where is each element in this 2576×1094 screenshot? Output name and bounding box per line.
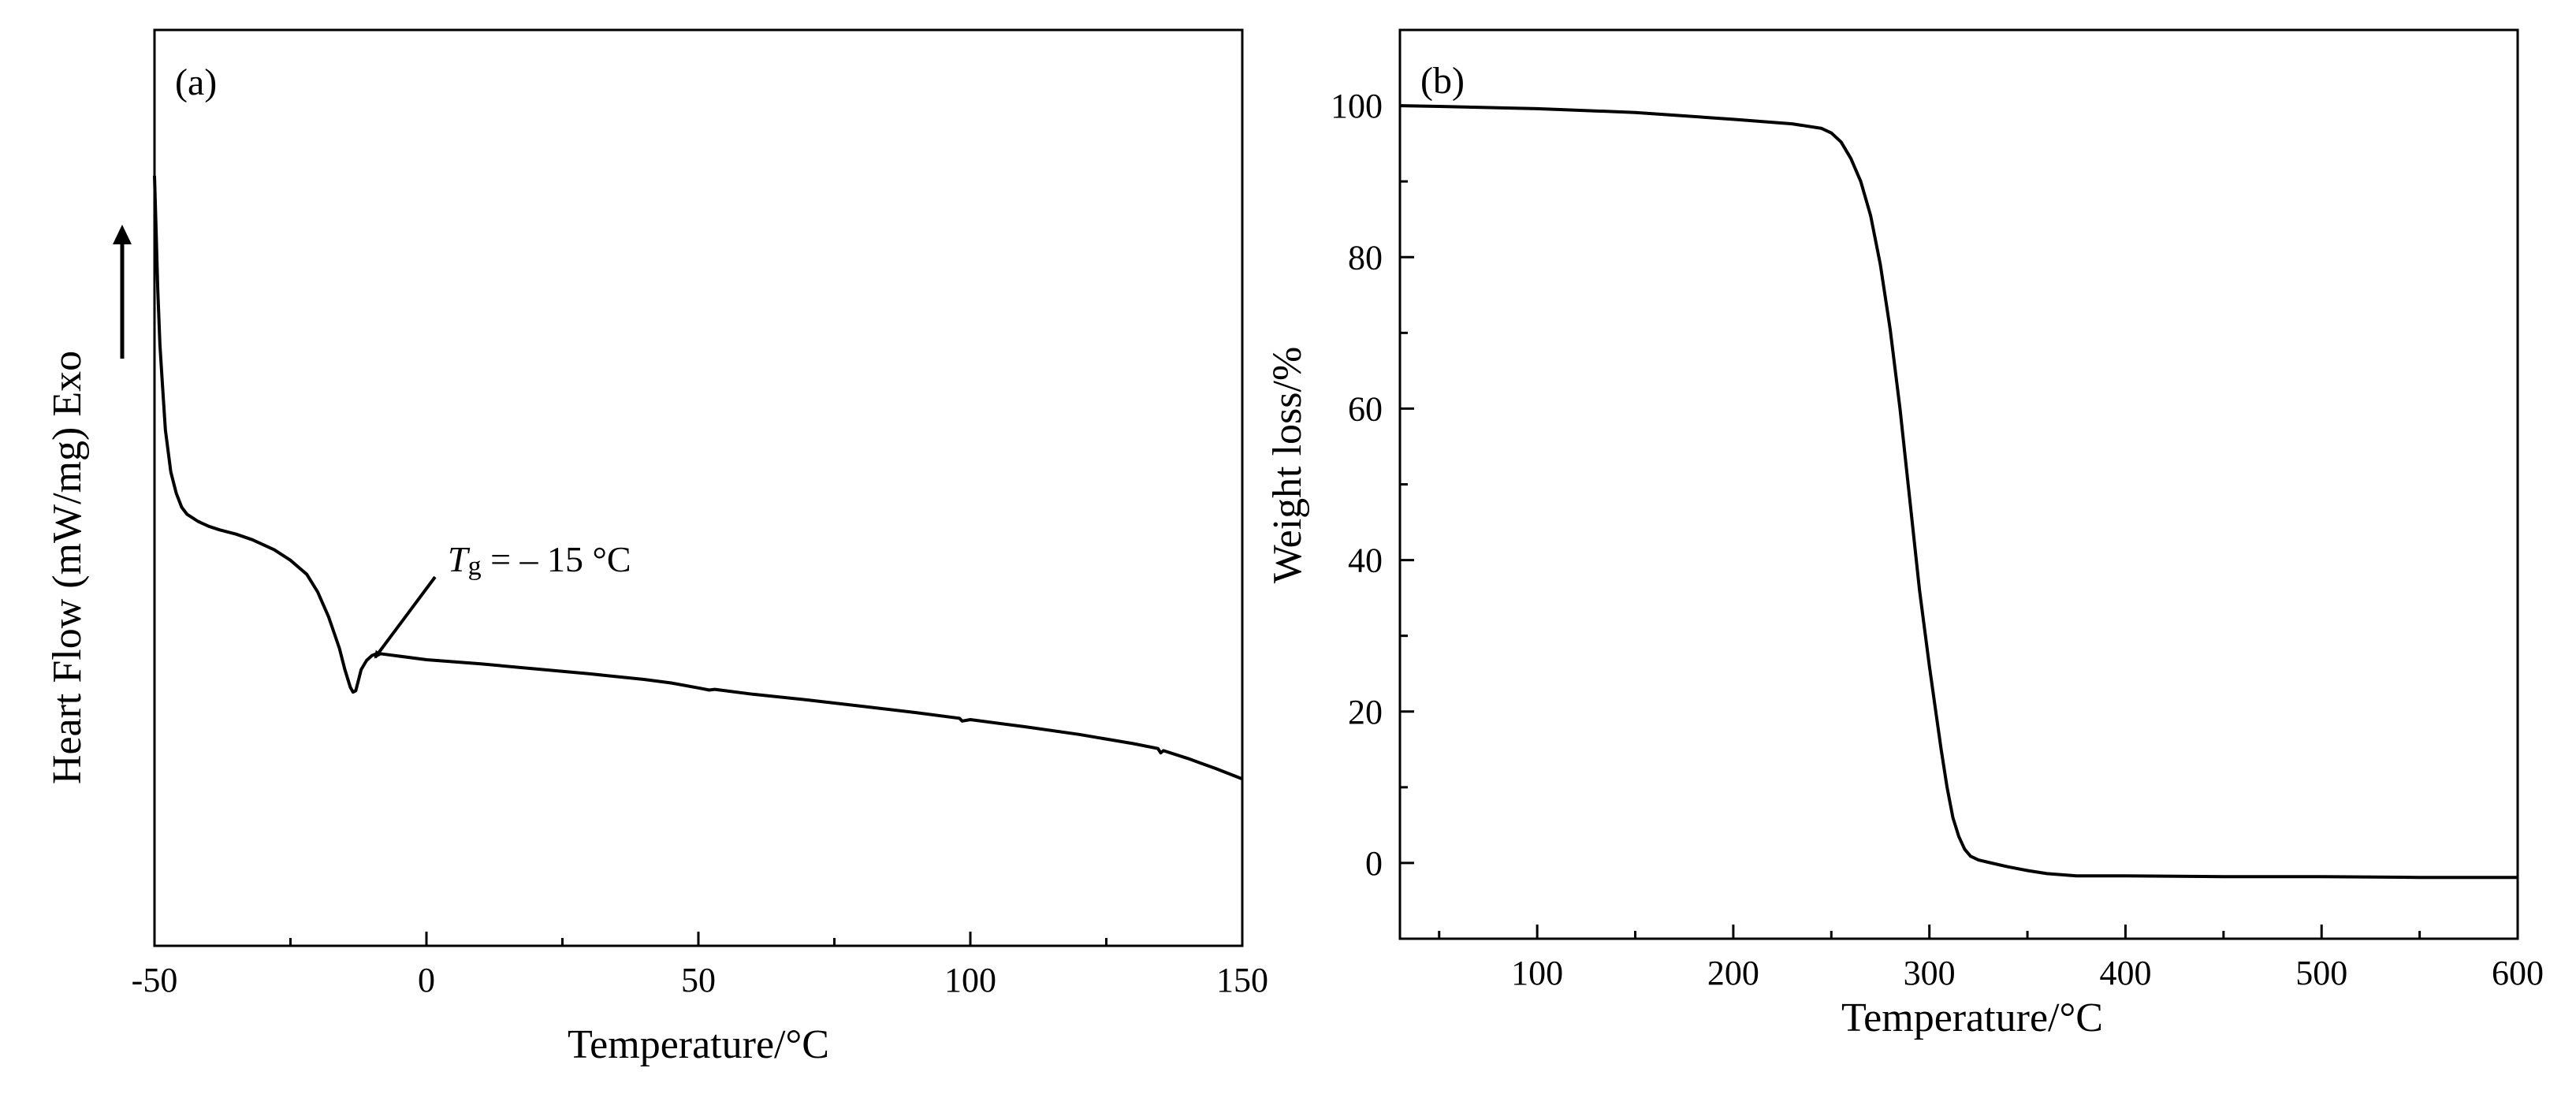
x-tick-label-b: 100: [1511, 954, 1563, 992]
x-tick-labels-a: -50 0 50 100 150: [132, 961, 1268, 999]
x-tick-label-b: 400: [2099, 954, 2151, 992]
x-axis-label-a: Temperature/°C: [568, 1022, 829, 1067]
plot-frame-a: [153, 28, 1244, 947]
chart-panel-a: (a) Heart Flow (mW/mg) Exo Temperature/°…: [45, 28, 1268, 1067]
tg-label: Tg = – 15 °C: [448, 539, 631, 581]
axis-ticks-b: [1400, 28, 2519, 940]
y-tick-label-b: 0: [1365, 844, 1383, 883]
x-ticks-a: [153, 932, 1244, 946]
x-tick-label-a: 150: [1216, 961, 1268, 999]
exo-arrow-icon: [113, 225, 132, 359]
x-tick-label-b: 200: [1707, 954, 1759, 992]
plot-frame-b: [1398, 28, 2519, 940]
x-tick-label-a: 100: [944, 961, 996, 999]
tg-arrow: [374, 575, 437, 659]
x-tick-label-b: 300: [1904, 954, 1956, 992]
y-tick-label-b: 60: [1348, 389, 1383, 428]
y-tick-label-b: 40: [1348, 541, 1383, 580]
tg-annotation: Tg = – 15 °C: [374, 539, 631, 659]
x-tick-label-a: 0: [418, 961, 435, 999]
x-tick-label-a: 50: [681, 961, 716, 999]
tick-labels-b: 100 200 300 400 500 600 0 20 40 60 80 100: [1331, 87, 2544, 992]
y-tick-label-b: 100: [1331, 87, 1383, 125]
y-tick-label-b: 80: [1348, 238, 1383, 277]
dsc-curve: [153, 175, 1243, 781]
tga-curve: [1399, 104, 2518, 880]
x-tick-label-b: 500: [2295, 954, 2347, 992]
y-tick-label-b: 20: [1348, 693, 1383, 731]
x-tick-label-b: 600: [2492, 954, 2544, 992]
y-axis-label-b: Weight loss/%: [1265, 347, 1310, 584]
chart-panel-b: (b) Weight loss/% Temperature/°C 100 200 3…: [1265, 28, 2544, 1040]
panel-label-a: (a): [175, 61, 217, 103]
x-tick-label-a: -50: [132, 961, 178, 999]
y-axis-label-a: Heart Flow (mW/mg) Exo: [45, 351, 90, 784]
panel-label-b: (b): [1420, 60, 1465, 102]
x-axis-label-b: Temperature/°C: [1841, 995, 2103, 1040]
